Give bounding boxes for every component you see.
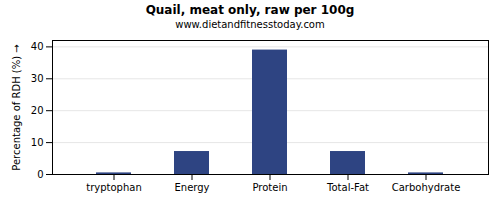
- svg-text:tryptophan: tryptophan: [86, 182, 142, 193]
- svg-text:Energy: Energy: [174, 182, 209, 193]
- svg-text:30: 30: [31, 73, 44, 84]
- svg-text:Protein: Protein: [252, 182, 287, 193]
- svg-text:10: 10: [31, 137, 44, 148]
- html-text:Quail, meat only, raw per 100g: Quail, meat only, raw per 100g: [145, 3, 355, 17]
- svg-text:40: 40: [31, 41, 44, 52]
- svg-text:Carbohydrate: Carbohydrate: [392, 182, 461, 193]
- html-text:www.dietandfitnesstoday.com: www.dietandfitnesstoday.com: [175, 19, 325, 30]
- svg-text:Percentage of RDH (%) →: Percentage of RDH (%) →: [11, 44, 22, 170]
- svg-text:Total-Fat: Total-Fat: [326, 182, 369, 193]
- svg-text:20: 20: [31, 105, 44, 116]
- svg-text:0: 0: [37, 169, 43, 180]
